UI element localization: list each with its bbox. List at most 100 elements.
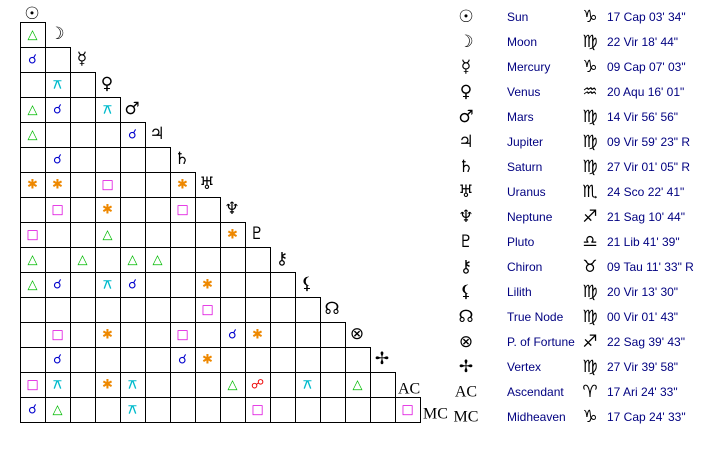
grid-cell <box>70 297 96 323</box>
planet-glyph: ♅ <box>458 182 473 202</box>
planet-name: Saturn <box>507 160 542 174</box>
sign-glyph: ♍ <box>582 157 597 177</box>
aspect-symbol: □ <box>401 403 413 418</box>
grid-cell <box>20 72 46 98</box>
grid-cell <box>20 197 46 223</box>
grid-planet-glyph: ☿ <box>77 49 87 69</box>
planet-position: 27 Vir 01' 05" R <box>607 160 690 174</box>
grid-cell <box>45 397 71 423</box>
grid-cell <box>195 372 221 398</box>
planet-name: Chiron <box>507 260 542 274</box>
grid-cell <box>145 397 171 423</box>
grid-cell <box>20 222 46 248</box>
grid-cell <box>270 347 296 373</box>
grid-cell <box>45 47 71 73</box>
aspect-symbol: ☌ <box>53 153 62 168</box>
grid-cell <box>70 97 96 123</box>
aspect-symbol: ✱ <box>102 328 113 343</box>
grid-cell <box>145 272 171 298</box>
grid-cell <box>170 347 196 373</box>
grid-cell <box>145 297 171 323</box>
grid-planet-glyph: ⚸ <box>301 274 313 294</box>
grid-cell <box>20 397 46 423</box>
grid-cell <box>70 372 96 398</box>
grid-cell <box>345 347 371 373</box>
planet-name: Uranus <box>507 185 546 199</box>
grid-cell <box>120 147 146 173</box>
aspect-symbol: ⚻ <box>103 278 112 293</box>
planet-position: 14 Vir 56' 56" <box>607 110 678 124</box>
aspect-symbol: ⚻ <box>53 78 62 93</box>
grid-cell <box>345 372 371 398</box>
grid-cell <box>395 397 421 423</box>
grid-cell <box>145 247 171 273</box>
grid-cell <box>270 372 296 398</box>
planet-glyph: ☊ <box>458 307 473 327</box>
grid-cell <box>45 122 71 148</box>
planet-glyph: ⊗ <box>459 332 473 352</box>
grid-cell <box>70 347 96 373</box>
aspect-symbol: □ <box>26 378 38 393</box>
grid-cell <box>295 297 321 323</box>
aspect-symbol: ⚻ <box>128 403 137 418</box>
grid-cell <box>195 297 221 323</box>
planet-position: 09 Vir 59' 23" R <box>607 135 690 149</box>
grid-cell <box>245 347 271 373</box>
aspect-symbol: □ <box>26 228 38 243</box>
grid-planet-glyph: ♃ <box>149 124 164 144</box>
planet-glyph: ⚸ <box>460 282 472 302</box>
planet-glyph: ♇ <box>458 232 473 252</box>
aspect-symbol: △ <box>78 253 88 268</box>
grid-cell <box>320 372 346 398</box>
grid-planet-glyph: ♀ <box>101 74 113 94</box>
aspect-symbol: ✱ <box>252 328 263 343</box>
planet-glyph: ♄ <box>458 157 473 177</box>
grid-cell <box>45 297 71 323</box>
grid-cell <box>195 347 221 373</box>
planet-position: 17 Cap 24' 33" <box>607 410 686 424</box>
planet-name: Mars <box>507 110 534 124</box>
aspect-symbol: ☌ <box>128 128 137 143</box>
grid-planet-glyph: ☉ <box>24 4 39 24</box>
sign-glyph: ♍ <box>582 307 597 327</box>
grid-cell <box>270 297 296 323</box>
planet-glyph: ♀ <box>460 82 472 102</box>
sign-glyph: ♍ <box>582 32 597 52</box>
planet-glyph: ♃ <box>458 132 473 152</box>
planet-position: 00 Vir 01' 43" <box>607 310 678 324</box>
aspect-symbol: □ <box>51 203 63 218</box>
grid-cell <box>95 322 121 348</box>
aspect-symbol: ✱ <box>102 203 113 218</box>
grid-planet-glyph: ♇ <box>249 224 264 244</box>
grid-cell <box>220 222 246 248</box>
grid-cell <box>120 172 146 198</box>
aspect-symbol: ☌ <box>128 278 137 293</box>
grid-cell <box>120 297 146 323</box>
grid-planet-glyph: ♂ <box>124 99 139 119</box>
grid-cell <box>70 397 96 423</box>
grid-cell <box>145 322 171 348</box>
grid-cell <box>170 372 196 398</box>
planet-name: Midheaven <box>507 410 566 424</box>
grid-cell <box>195 322 221 348</box>
aspect-symbol: ✱ <box>27 178 38 193</box>
grid-cell <box>70 222 96 248</box>
grid-cell <box>170 222 196 248</box>
planet-position: 22 Vir 18' 44" <box>607 35 678 49</box>
aspect-symbol: □ <box>251 403 263 418</box>
aspect-symbol: ✱ <box>202 353 213 368</box>
aspect-symbol: □ <box>201 303 213 318</box>
aspect-symbol: ☌ <box>28 403 37 418</box>
aspect-symbol: ✱ <box>52 178 63 193</box>
grid-cell <box>95 397 121 423</box>
planet-name: Venus <box>507 85 540 99</box>
aspect-symbol: □ <box>51 328 63 343</box>
planet-glyph: ☽ <box>458 32 473 52</box>
grid-cell <box>95 122 121 148</box>
aspect-symbol: □ <box>176 328 188 343</box>
grid-cell <box>195 397 221 423</box>
grid-cell <box>120 322 146 348</box>
aspect-symbol: ✱ <box>227 228 238 243</box>
grid-cell <box>245 247 271 273</box>
